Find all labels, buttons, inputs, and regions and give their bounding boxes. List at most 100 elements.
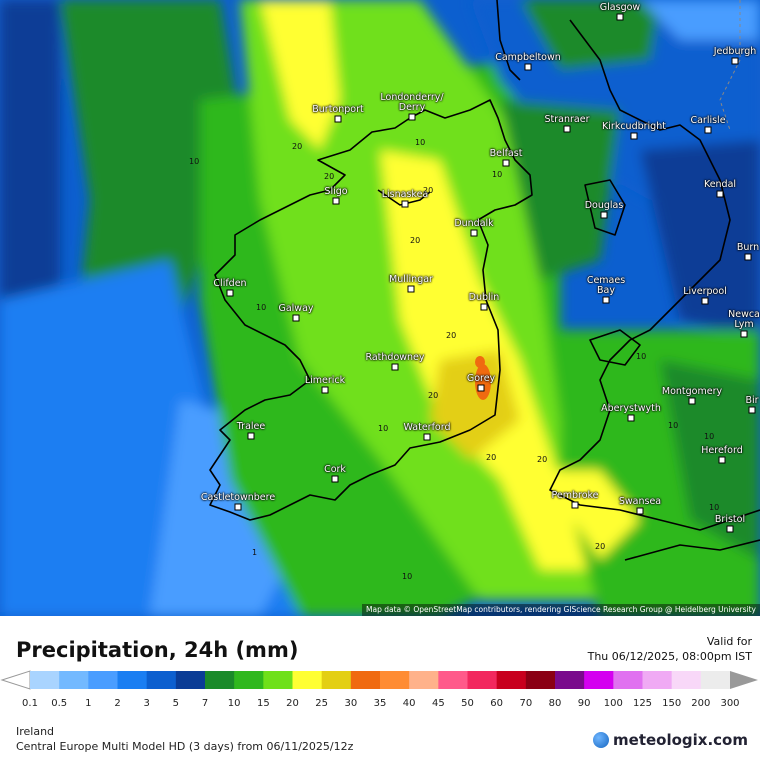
city-label: Londonderry/ Derry (380, 92, 444, 113)
scale-tick-label: 20 (286, 698, 299, 709)
city-label: Rathdowney (365, 352, 425, 363)
city-marker (740, 330, 748, 338)
scale-swatch (467, 671, 498, 689)
city-label: Limerick (304, 375, 346, 386)
city-label: Bristol (714, 514, 746, 525)
scale-tick-label: 30 (344, 698, 358, 709)
city-label: Pembroke (551, 490, 599, 501)
scale-tick-label: 2 (114, 698, 121, 709)
city-marker (636, 507, 644, 515)
scale-swatch (496, 671, 527, 689)
city-marker (524, 63, 532, 71)
scale-swatch (146, 671, 177, 689)
city-marker (332, 197, 340, 205)
city-marker (247, 432, 255, 440)
isoline-label: 1 (252, 548, 258, 557)
city-marker (321, 386, 329, 394)
isoline-label: 10 (402, 572, 413, 581)
city-marker (688, 397, 696, 405)
scale-swatch (117, 671, 148, 689)
scale-swatch (438, 671, 468, 689)
scale-tick-label: 35 (373, 698, 387, 709)
isoline-label: 10 (668, 421, 679, 430)
city-label: Montgomery (661, 386, 723, 397)
scale-swatch (700, 671, 731, 689)
city-marker (630, 132, 638, 140)
scale-swatch (175, 671, 206, 689)
scale-tick-label: 45 (431, 698, 445, 709)
scale-tick-label: 5 (172, 698, 180, 709)
city-label: Newca Lym (728, 309, 760, 330)
city-marker (331, 475, 339, 483)
scale-swatch (292, 671, 323, 689)
scale-tick-label: 0.5 (51, 698, 68, 709)
city-label: Bir (745, 395, 759, 406)
region-label: Ireland (16, 725, 55, 738)
scale-swatch (88, 671, 118, 689)
city-label: Kirkcudbright (602, 121, 666, 132)
scale-tick-label: 7 (201, 698, 209, 709)
map-canvas (0, 0, 760, 616)
scale-swatch (59, 671, 89, 689)
city-label: Douglas (584, 200, 624, 211)
isoline-label: 10 (492, 170, 503, 179)
city-marker (627, 414, 635, 422)
city-label: Waterford (403, 422, 451, 433)
city-marker (726, 525, 734, 533)
city-marker (748, 406, 756, 414)
scale-swatch (409, 671, 439, 689)
city-label: Gorey (466, 373, 496, 384)
scale-tick-label: 200 (691, 698, 711, 709)
city-marker (616, 13, 624, 21)
isoline-label: 20 (410, 236, 421, 245)
scale-swatch (30, 671, 60, 689)
isoline-label: 10 (704, 432, 715, 441)
city-marker (704, 126, 712, 134)
city-marker (571, 501, 579, 509)
isoline-label: 20 (595, 542, 606, 551)
city-label: Tralee (236, 421, 266, 432)
scale-tick-label: 70 (519, 698, 533, 709)
city-label: Glasgow (599, 2, 641, 13)
scale-tick-label: 0.1 (22, 698, 38, 709)
valid-time: Thu 06/12/2025, 08:00pm IST (587, 650, 752, 663)
city-label: Carlisle (690, 115, 726, 126)
city-label: Belfast (489, 148, 523, 159)
city-label: Stranraer (544, 114, 590, 125)
city-marker (477, 384, 485, 392)
city-label: Liverpool (683, 286, 727, 297)
city-label: Clifden (213, 278, 247, 289)
scale-swatch (350, 671, 381, 689)
city-label: Mullingar (389, 274, 433, 285)
scale-tick-label: 50 (461, 698, 474, 709)
brand-name: meteologix.com (613, 731, 748, 749)
scale-left-arrow (0, 670, 31, 690)
map-attribution[interactable]: Map data © OpenStreetMap contributors, r… (362, 604, 760, 616)
scale-swatch (234, 671, 264, 689)
isoline-label: 10 (709, 503, 720, 512)
valid-for-label: Valid for (706, 635, 752, 648)
precipitation-map[interactable]: Glasgow Campbeltown Jedburgh Londonderry/ D… (0, 0, 760, 616)
scale-tick-label: 300 (720, 698, 740, 709)
city-label: Cork (324, 464, 346, 475)
city-marker (226, 289, 234, 297)
city-label: Swansea (618, 496, 662, 507)
scale-swatch (205, 671, 235, 689)
city-label: Jedburgh (713, 46, 757, 57)
meteologix-logo[interactable]: meteologix.com (593, 731, 748, 749)
city-marker (718, 456, 726, 464)
city-label: Burtonport (312, 104, 364, 115)
isoline-label: 10 (189, 157, 200, 166)
isoline-label: 20 (486, 453, 497, 462)
city-label: Cemaes Bay (586, 275, 626, 296)
scale-tick-label: 10 (227, 698, 241, 709)
city-marker (480, 303, 488, 311)
city-label: Burn (736, 242, 760, 253)
city-marker (234, 503, 242, 511)
city-label: Kendal (703, 179, 737, 190)
scale-tick-label: 90 (577, 698, 591, 709)
isoline-label: 20 (537, 455, 548, 464)
city-marker (600, 211, 608, 219)
city-marker (502, 159, 510, 167)
scale-tick-label: 40 (402, 698, 416, 709)
